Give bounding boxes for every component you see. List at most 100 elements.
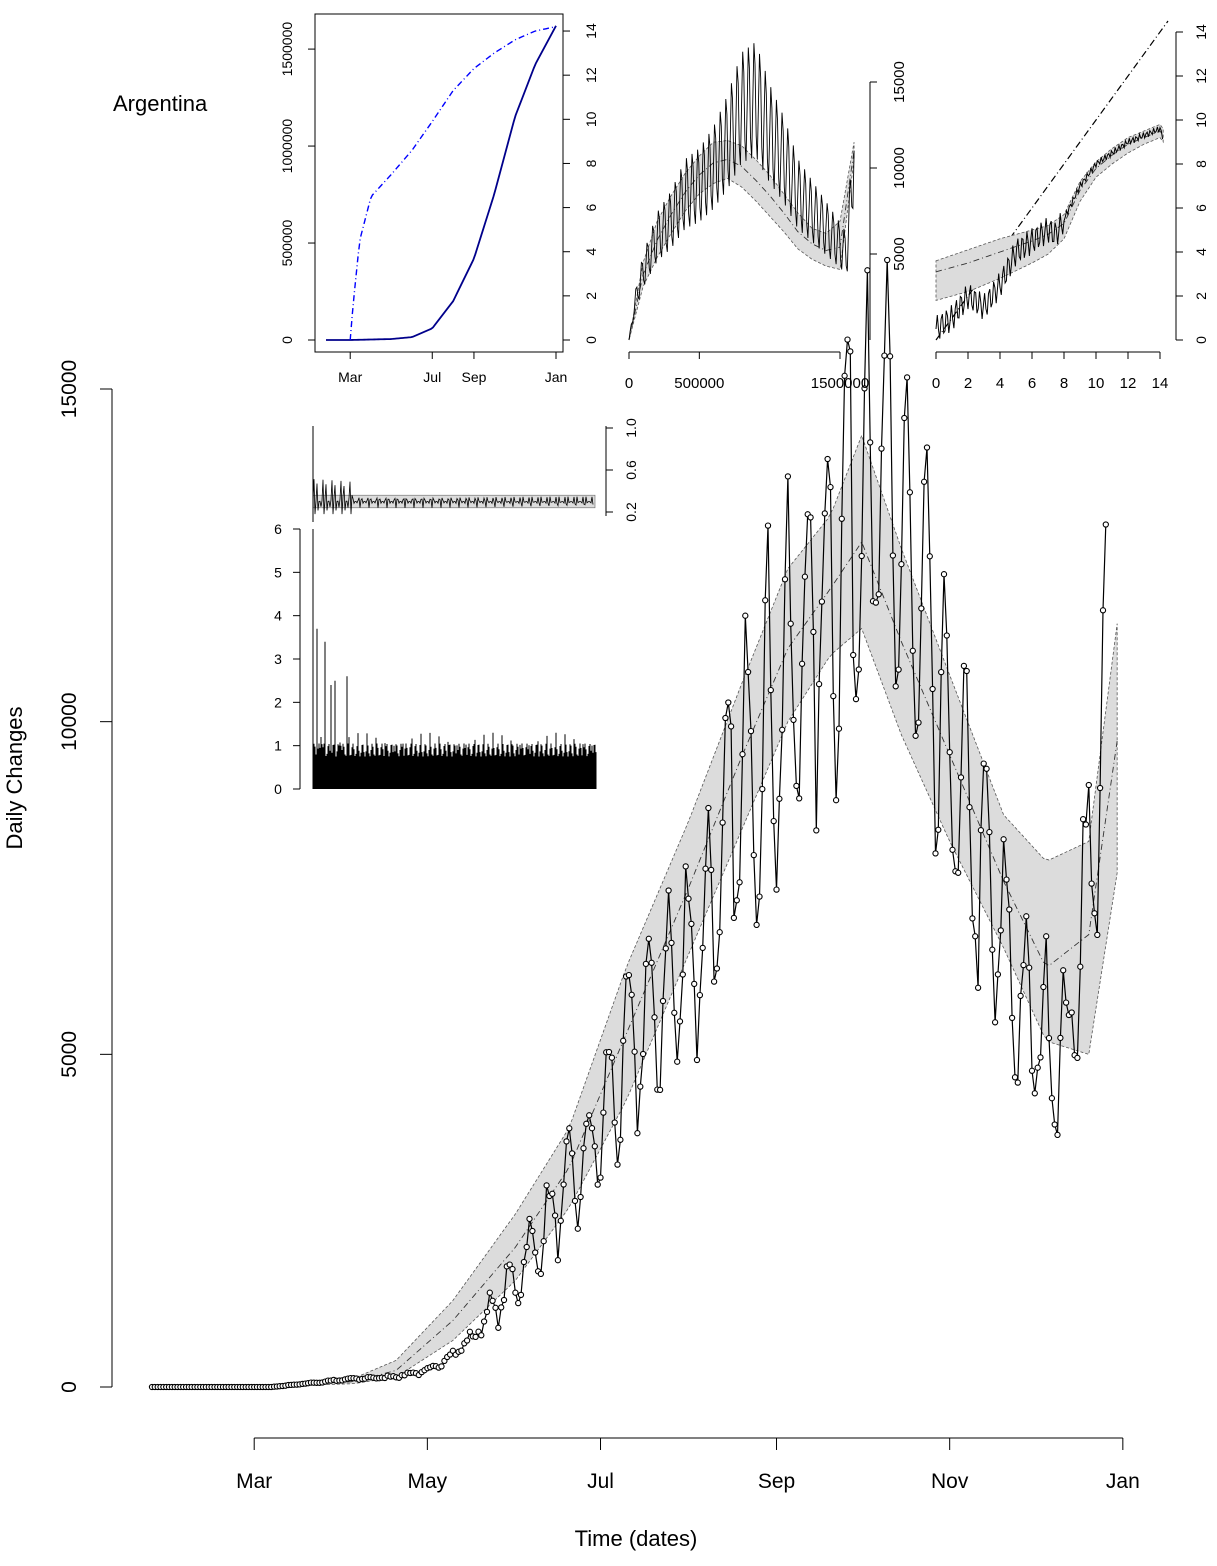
main-data-point	[523, 1243, 530, 1251]
inset5-y-tick-label: 3	[274, 651, 282, 667]
x-tick-label: Sep	[758, 1470, 795, 1493]
inset2-x-tick-label: 0	[625, 375, 633, 392]
inset1-y2-tick-label: 10	[583, 111, 599, 127]
inset5-y-tick-label: 2	[274, 694, 282, 710]
main-data-point	[867, 439, 874, 446]
main-data-point	[926, 553, 933, 560]
main-data-point	[756, 893, 763, 900]
main-data-point	[674, 1058, 681, 1065]
main-data-point	[586, 1112, 593, 1119]
x-tick-label: Nov	[931, 1470, 969, 1493]
main-data-point	[696, 991, 704, 999]
main-data-point	[923, 444, 931, 451]
main-data-point	[886, 353, 894, 360]
main-data-point	[438, 1363, 445, 1370]
main-data-point	[685, 895, 692, 902]
main-data-point	[588, 1125, 596, 1132]
main-data-point	[600, 1109, 607, 1116]
main-data-point	[506, 1261, 513, 1268]
main-data-point	[515, 1299, 522, 1307]
main-data-point	[656, 1086, 664, 1094]
main-data-point	[617, 1136, 624, 1143]
main-data-point	[824, 455, 831, 463]
main-data-point	[693, 1056, 701, 1064]
main-data-point	[878, 445, 885, 452]
x-tick-label: May	[408, 1470, 448, 1493]
main-data-point	[1026, 964, 1033, 971]
inset2-y-tick-label: 10000	[891, 147, 908, 189]
main-data-point	[1057, 1034, 1064, 1042]
inset4-y-tick-label: 0.6	[623, 460, 639, 480]
main-data-point	[594, 1181, 601, 1188]
main-data-point	[597, 1174, 604, 1181]
main-data-point	[747, 727, 755, 735]
main-data-point	[676, 1018, 684, 1025]
main-data-point	[764, 522, 772, 529]
main-data-point	[1096, 784, 1104, 792]
main-data-point	[827, 483, 834, 491]
main-data-point	[500, 1296, 508, 1304]
daily-vs-cumulative-inset: 0 500000 1500000 5000 10000 15000	[625, 43, 908, 392]
main-data-point	[517, 1291, 525, 1299]
main-data-point	[472, 1333, 479, 1341]
main-data-point	[912, 732, 919, 739]
main-data-point	[861, 385, 868, 392]
main-data-point	[969, 915, 976, 922]
main-data-point	[1037, 1054, 1044, 1061]
main-data-point	[1023, 913, 1030, 920]
inset1-y2-tick-label: 2	[583, 292, 599, 300]
main-data-point	[730, 914, 738, 922]
main-data-point	[614, 1161, 621, 1168]
main-data-point	[480, 1318, 488, 1325]
main-data-point	[980, 760, 987, 767]
main-data-point	[620, 1037, 627, 1044]
main-data-point	[1074, 1054, 1081, 1062]
main-data-point	[526, 1215, 533, 1223]
main-data-point	[492, 1304, 499, 1311]
inset1-y-tick-label: 0	[279, 336, 295, 344]
inset1-y-tick-label: 1500000	[279, 22, 295, 77]
x-tick-label: Mar	[236, 1470, 272, 1493]
main-data-point	[537, 1270, 545, 1278]
main-data-point	[463, 1337, 471, 1344]
main-data-point	[946, 749, 953, 756]
main-data-point	[543, 1182, 550, 1189]
main-data-point	[744, 668, 752, 676]
main-data-point	[665, 887, 672, 894]
main-data-point	[753, 921, 760, 929]
main-data-point	[790, 716, 797, 724]
main-data-point	[903, 374, 911, 381]
inset1-y-tick-label: 500000	[279, 219, 295, 266]
inset5-y-tick-label: 1	[274, 738, 282, 754]
main-data-point	[906, 489, 914, 496]
main-data-point	[915, 719, 922, 726]
main-data-point	[605, 1048, 613, 1056]
main-data-point	[986, 828, 993, 836]
main-data-point	[577, 1193, 584, 1201]
inset1-cumulative-line	[326, 25, 557, 341]
main-data-point	[668, 939, 675, 947]
main-data-point	[983, 765, 990, 772]
inset4-y-tick-label: 0.2	[623, 502, 639, 522]
main-data-point	[994, 971, 1002, 978]
main-data-point	[1085, 781, 1092, 789]
inset3-y-tick-label: 12	[1193, 68, 1209, 84]
inset1-y2-tick-label: 0	[583, 336, 599, 344]
x-axis-label: Time (dates)	[575, 1526, 698, 1551]
inset3-y-tick-label: 8	[1193, 160, 1209, 168]
main-data-point	[1088, 880, 1095, 887]
y-axis-label: Daily Changes	[2, 706, 27, 849]
main-data-point	[708, 866, 715, 874]
main-data-point	[710, 978, 718, 985]
main-data-point	[1014, 1079, 1021, 1086]
inset1-y-tick-label: 1000000	[279, 119, 295, 174]
main-data-point	[1043, 933, 1050, 940]
inset2-band-center-line	[628, 150, 855, 341]
main-data-point	[858, 552, 865, 560]
main-data-point	[651, 1014, 658, 1021]
main-data-point	[736, 879, 743, 886]
main-data-point	[625, 971, 633, 979]
main-data-point	[1017, 992, 1024, 1000]
log-log-inset: 0 2 4 6 8 10 12 14 0 2 4 6 8 10 12 14	[932, 20, 1209, 392]
